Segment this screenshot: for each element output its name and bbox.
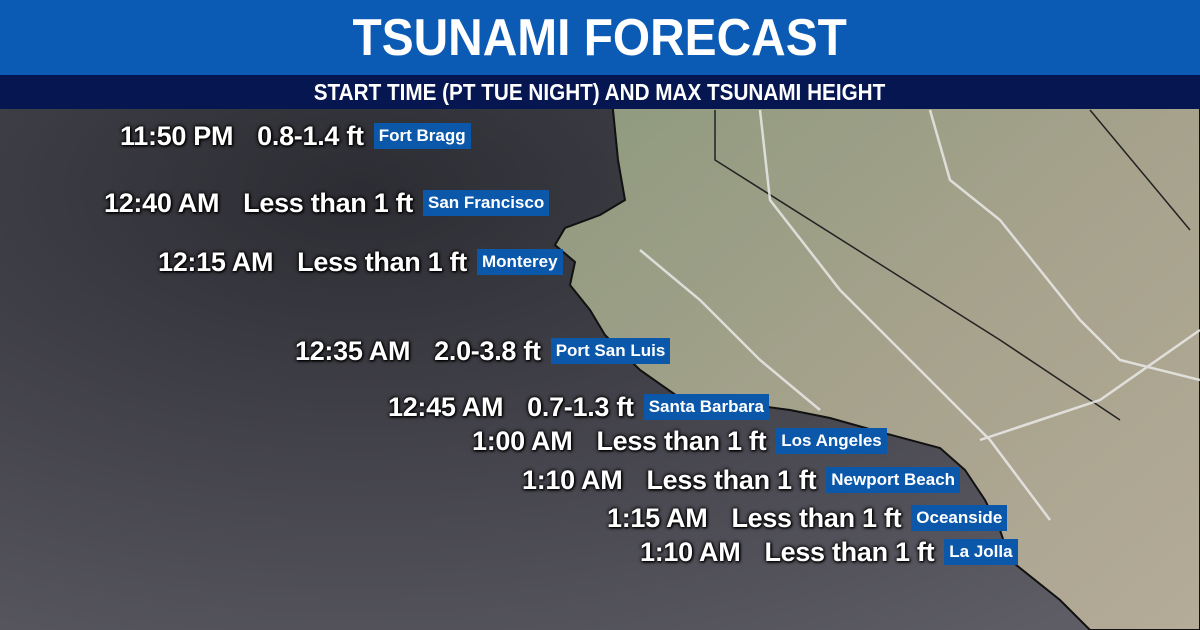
max-height: Less than 1 ft <box>731 502 902 533</box>
location-label: Fort Bragg <box>373 123 471 149</box>
max-height: Less than 1 ft <box>297 246 467 277</box>
location-label: Port San Luis <box>550 338 671 364</box>
forecast-row-santa-barbara: 12:45 AM 0.7-1.3 ft Santa Barbara <box>388 392 769 422</box>
max-height: 0.7-1.3 ft <box>527 391 634 422</box>
forecast-row-san-francisco: 12:40 AM Less than 1 ft San Francisco <box>104 187 550 218</box>
forecast-row-monterey: 12:15 AM Less than 1 ft Monterey <box>158 247 563 277</box>
location-label: Santa Barbara <box>643 394 769 420</box>
start-time: 12:45 AM <box>388 391 504 422</box>
max-height: Less than 1 ft <box>764 536 935 567</box>
start-time: 12:15 AM <box>158 246 274 277</box>
forecast-row-newport-beach: 1:10 AM Less than 1 ft Newport Beach <box>522 464 961 495</box>
forecast-row-port-san-luis: 12:35 AM 2.0-3.8 ft Port San Luis <box>295 335 671 366</box>
location-label: Newport Beach <box>826 467 961 493</box>
location-label: San Francisco <box>423 190 550 216</box>
location-label: Monterey <box>477 249 563 275</box>
location-label: La Jolla <box>944 539 1018 565</box>
forecast-row-fort-bragg: 11:50 PM 0.8-1.4 ft Fort Bragg <box>120 121 471 151</box>
start-time: 12:35 AM <box>295 335 411 366</box>
start-time: 1:15 AM <box>607 502 708 533</box>
page-subtitle: START TIME (PT TUE NIGHT) AND MAX TSUNAM… <box>314 78 886 105</box>
max-height: 0.8-1.4 ft <box>257 120 364 151</box>
page-title: TSUNAMI FORECAST <box>352 8 848 67</box>
max-height: Less than 1 ft <box>243 187 413 218</box>
forecast-row-oceanside: 1:15 AM Less than 1 ft Oceanside <box>607 502 1008 533</box>
max-height: Less than 1 ft <box>596 425 767 456</box>
start-time: 12:40 AM <box>104 187 220 218</box>
max-height: Less than 1 ft <box>646 464 817 495</box>
forecast-row-los-angeles: 1:00 AM Less than 1 ft Los Angeles <box>472 426 887 456</box>
title-bar: TSUNAMI FORECAST <box>0 0 1200 75</box>
highways <box>639 109 1200 521</box>
forecast-row-la-jolla: 1:10 AM Less than 1 ft La Jolla <box>640 537 1018 567</box>
start-time: 11:50 PM <box>120 120 234 151</box>
max-height: 2.0-3.8 ft <box>434 335 541 366</box>
location-label: Los Angeles <box>776 428 887 454</box>
location-label: Oceanside <box>911 505 1008 531</box>
start-time: 1:00 AM <box>472 425 573 456</box>
start-time: 1:10 AM <box>640 536 741 567</box>
subtitle-bar: START TIME (PT TUE NIGHT) AND MAX TSUNAM… <box>0 75 1200 109</box>
start-time: 1:10 AM <box>522 464 623 495</box>
state-borders <box>714 109 1191 421</box>
